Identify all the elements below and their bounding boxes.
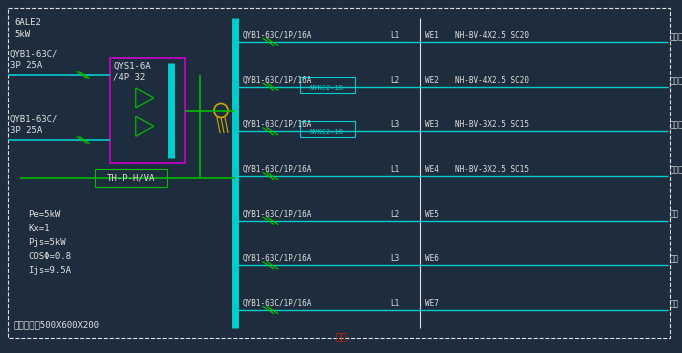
Text: WE4: WE4 bbox=[425, 165, 439, 174]
Text: Kx=1: Kx=1 bbox=[28, 224, 50, 233]
Text: NH-BV-4X2.5 SC20: NH-BV-4X2.5 SC20 bbox=[455, 76, 529, 85]
Bar bbox=[300, 77, 355, 93]
Text: L3: L3 bbox=[390, 254, 399, 263]
Text: NYKC2-1B: NYKC2-1B bbox=[310, 85, 344, 91]
Text: QYB1-63C/1P/16A: QYB1-63C/1P/16A bbox=[243, 31, 312, 40]
Bar bbox=[95, 169, 167, 187]
Text: WE5: WE5 bbox=[425, 210, 439, 219]
Text: L2: L2 bbox=[390, 76, 399, 85]
Text: NYKC2-1B: NYKC2-1B bbox=[310, 129, 344, 135]
Text: L3: L3 bbox=[390, 120, 399, 129]
Text: QYB1-63C/1P/16A: QYB1-63C/1P/16A bbox=[243, 76, 312, 85]
Text: 3P 25A: 3P 25A bbox=[10, 126, 42, 135]
Text: 应急照明(消防控制): 应急照明(消防控制) bbox=[670, 31, 682, 40]
Text: Ijs=9.5A: Ijs=9.5A bbox=[28, 266, 71, 275]
Text: QYS1-6A: QYS1-6A bbox=[113, 62, 151, 71]
Text: NH-BV-4X2.5 SC20: NH-BV-4X2.5 SC20 bbox=[455, 31, 529, 40]
Text: TH-P-H/VA: TH-P-H/VA bbox=[107, 174, 155, 183]
Text: WE2: WE2 bbox=[425, 76, 439, 85]
Text: QYB1-63C/1P/16A: QYB1-63C/1P/16A bbox=[243, 165, 312, 174]
Text: L1: L1 bbox=[390, 31, 399, 40]
Text: 备用: 备用 bbox=[670, 254, 679, 263]
Text: 疏散照明: 疏散照明 bbox=[670, 120, 682, 129]
Text: L2: L2 bbox=[390, 210, 399, 219]
Text: COSΦ=0.8: COSΦ=0.8 bbox=[28, 252, 71, 261]
Text: NH-BV-3X2.5 SC15: NH-BV-3X2.5 SC15 bbox=[455, 120, 529, 129]
Text: 5kW: 5kW bbox=[14, 30, 30, 39]
Text: 6ALE2: 6ALE2 bbox=[14, 18, 41, 27]
Text: QYB1-63C/1P/16A: QYB1-63C/1P/16A bbox=[243, 254, 312, 263]
Text: L1: L1 bbox=[390, 165, 399, 174]
Text: 备用: 备用 bbox=[670, 299, 679, 308]
Text: L1: L1 bbox=[390, 299, 399, 308]
Text: WE3: WE3 bbox=[425, 120, 439, 129]
Text: 应急照明(消防控制): 应急照明(消防控制) bbox=[670, 76, 682, 85]
Text: Pjs=5kW: Pjs=5kW bbox=[28, 238, 65, 247]
Text: QYB1-63C/1P/16A: QYB1-63C/1P/16A bbox=[243, 299, 312, 308]
Text: QYB1-63C/1P/16A: QYB1-63C/1P/16A bbox=[243, 120, 312, 129]
Text: 备用: 备用 bbox=[670, 210, 679, 219]
Text: WE7: WE7 bbox=[425, 299, 439, 308]
Text: QYB1-63C/: QYB1-63C/ bbox=[10, 115, 59, 124]
Text: 参考尺寸：500X600X200: 参考尺寸：500X600X200 bbox=[14, 320, 100, 329]
Text: WE1: WE1 bbox=[425, 31, 439, 40]
Text: /4P 32: /4P 32 bbox=[113, 73, 145, 82]
Text: 疏散照明: 疏散照明 bbox=[670, 165, 682, 174]
Text: QYB1-63C/: QYB1-63C/ bbox=[10, 50, 59, 59]
Text: WE6: WE6 bbox=[425, 254, 439, 263]
Text: 3P 25A: 3P 25A bbox=[10, 61, 42, 70]
Bar bbox=[300, 121, 355, 137]
Bar bbox=[110, 58, 185, 163]
Text: QYB1-63C/1P/16A: QYB1-63C/1P/16A bbox=[243, 210, 312, 219]
Text: Pe=5kW: Pe=5kW bbox=[28, 210, 60, 219]
Text: NH-BV-3X2.5 SC15: NH-BV-3X2.5 SC15 bbox=[455, 165, 529, 174]
Text: 三相: 三相 bbox=[335, 331, 347, 341]
